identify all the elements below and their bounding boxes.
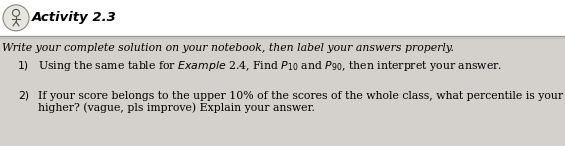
Text: higher? (vague, pls improve) Explain your answer.: higher? (vague, pls improve) Explain you… <box>38 102 315 113</box>
Text: If your score belongs to the upper 10% of the scores of the whole class, what pe: If your score belongs to the upper 10% o… <box>38 91 565 101</box>
Text: 2): 2) <box>18 91 29 101</box>
Text: Using the same table for $\it{Example}$ 2.4, Find $P_{10}$ and $P_{90}$, then in: Using the same table for $\it{Example}$ … <box>38 59 502 73</box>
Text: Write your complete solution on your notebook, then label your answers properly.: Write your complete solution on your not… <box>2 43 454 53</box>
Circle shape <box>3 5 29 31</box>
Text: 1): 1) <box>18 61 29 71</box>
Text: Activity 2.3: Activity 2.3 <box>32 11 117 24</box>
Bar <box>0 0 565 36</box>
